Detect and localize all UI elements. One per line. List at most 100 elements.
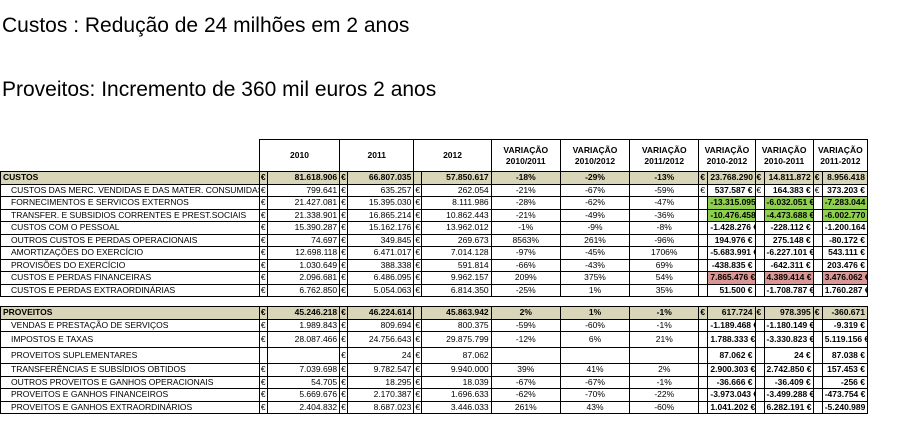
value-cell: 2.096.681: [266, 271, 341, 285]
percent-cell: -43%: [559, 258, 631, 272]
variation-cell: -6.002.770 €: [821, 208, 869, 222]
percent-cell: -62%: [490, 388, 561, 402]
currency-symbol: €: [258, 233, 268, 247]
percent-cell: 69%: [629, 258, 700, 272]
currency-symbol: [698, 375, 709, 389]
variation-cell: 275.148 €: [763, 233, 814, 247]
currency-symbol: €: [698, 306, 709, 320]
header-row: 2010 2011 2012 VARIAÇÃO 2010/2011 VARIAÇÃO 2…: [0, 139, 869, 172]
row-label: FORNECIMENTOS E SERVICOS EXTERNOS: [0, 196, 260, 210]
table-row: PROVISÕES DO EXERCÍCIO €1.030.649 €388.338…: [0, 258, 869, 272]
percent-cell: -1%: [629, 306, 700, 320]
currency-symbol: €: [258, 388, 268, 402]
value-cell: 5.669.676: [266, 388, 341, 402]
table-row: CUSTOS COM O PESSOAL €15.390.287 €15.162.1…: [0, 221, 869, 235]
table-row: OUTROS CUSTOS E PERDAS OPERACIONAIS €74.6…: [0, 233, 869, 247]
value-cell: 9.940.000: [421, 363, 492, 377]
currency-symbol: [698, 388, 709, 402]
variation-cell: -1.428.276 €: [707, 221, 756, 235]
value-cell: 1.989.843: [266, 318, 341, 332]
variation-cell: 7.865.476 €: [707, 271, 756, 285]
variation-cell: 2.742.850 €: [763, 363, 814, 377]
currency-symbol: €: [698, 183, 709, 197]
percent-cell: 54%: [629, 271, 700, 285]
currency-symbol: [812, 208, 823, 222]
value-cell: 809.694: [347, 318, 415, 332]
currency-symbol: €: [413, 388, 423, 402]
currency-symbol: [698, 246, 709, 260]
table-row: CUSTOS E PERDAS EXTRAORDINÁRIAS €6.762.85…: [0, 283, 869, 297]
currency-symbol: [812, 221, 823, 235]
currency-symbol: [258, 347, 268, 364]
currency-symbol: €: [413, 221, 423, 235]
variation-cell: 537.587 €: [707, 183, 756, 197]
table-row: CUSTOS E PERDAS FINANCEIRAS €2.096.681 €6.…: [0, 271, 869, 285]
value-cell: 13.962.012: [421, 221, 492, 235]
percent-cell: -1%: [490, 221, 561, 235]
currency-symbol: €: [258, 318, 268, 332]
currency-symbol: €: [339, 347, 349, 364]
financial-table: 2010 2011 2012 VARIAÇÃO 2010/2011 VARIAÇÃO 2…: [0, 139, 869, 414]
column-header: VARIAÇÃO 2010/2011: [490, 139, 561, 172]
currency-symbol: €: [339, 246, 349, 260]
percent-cell: -67%: [490, 375, 561, 389]
currency-symbol: €: [258, 246, 268, 260]
currency-symbol: [698, 208, 709, 222]
currency-symbol: €: [754, 306, 765, 320]
variation-cell: -3.330.823 €: [763, 331, 814, 348]
currency-symbol: [812, 363, 823, 377]
variation-cell: -4.473.688 €: [763, 208, 814, 222]
currency-symbol: €: [812, 183, 823, 197]
percent-cell: -62%: [559, 196, 631, 210]
currency-symbol: [698, 400, 709, 414]
variation-cell: -3.499.288 €: [763, 388, 814, 402]
currency-symbol: [698, 258, 709, 272]
variation-cell: -36.409 €: [763, 375, 814, 389]
column-header: VARIAÇÃO 2010-2012: [698, 139, 756, 172]
currency-symbol: €: [339, 171, 349, 185]
percent-cell: -1%: [629, 375, 700, 389]
variation-cell: -5.240.989 €: [821, 400, 869, 414]
variation-cell: 1.788.333 €: [707, 331, 756, 348]
table-row: FORNECIMENTOS E SERVICOS EXTERNOS €21.427…: [0, 196, 869, 210]
variation-cell: 203.476 €: [821, 258, 869, 272]
currency-symbol: €: [258, 208, 268, 222]
row-label: IMPOSTOS E TAXAS: [0, 331, 260, 348]
percent-cell: 1706%: [629, 246, 700, 260]
value-cell: 799.641: [266, 183, 341, 197]
value-cell: 9.782.547: [347, 363, 415, 377]
variation-cell: 1.041.202 €: [707, 400, 756, 414]
currency-symbol: €: [258, 283, 268, 297]
currency-symbol: €: [812, 171, 823, 185]
value-cell: 15.162.176: [347, 221, 415, 235]
percent-cell: -67%: [559, 375, 631, 389]
variation-cell: -9.319 €: [821, 318, 869, 332]
row-label: TRANSFERÊNCIAS E SUBSÍDIOS OBTIDOS: [0, 363, 260, 377]
variation-cell: -1.200.164 €: [821, 221, 869, 235]
value-cell: 9.962.157: [421, 271, 492, 285]
value-cell: 29.875.799: [421, 331, 492, 348]
percent-cell: [490, 347, 561, 364]
percent-cell: 1%: [559, 283, 631, 297]
percent-cell: -96%: [629, 233, 700, 247]
table-row: TRANSFER. E SUBSIDIOS CORRENTES E PREST.…: [0, 208, 869, 222]
currency-symbol: [754, 283, 765, 297]
column-header: 2011: [339, 139, 415, 172]
variation-cell: 373.203 €: [821, 183, 869, 197]
section-row: CUSTOS €81.618.906 €66.807.035 57.850.617 -1…: [0, 171, 869, 185]
percent-cell: 8563%: [490, 233, 561, 247]
variation-cell: -473.754 €: [821, 388, 869, 402]
currency-symbol: [698, 271, 709, 285]
percent-cell: -28%: [490, 196, 561, 210]
currency-symbol: €: [754, 183, 765, 197]
percent-cell: [629, 347, 700, 364]
row-label: CUSTOS: [0, 171, 260, 185]
value-cell: 24: [347, 347, 415, 364]
currency-symbol: €: [258, 271, 268, 285]
row-label: PROVEITOS: [0, 306, 260, 320]
variation-cell: -1.180.149 €: [763, 318, 814, 332]
currency-symbol: [812, 375, 823, 389]
currency-symbol: [812, 318, 823, 332]
currency-symbol: [754, 388, 765, 402]
variation-cell: -360.671: [821, 306, 869, 320]
